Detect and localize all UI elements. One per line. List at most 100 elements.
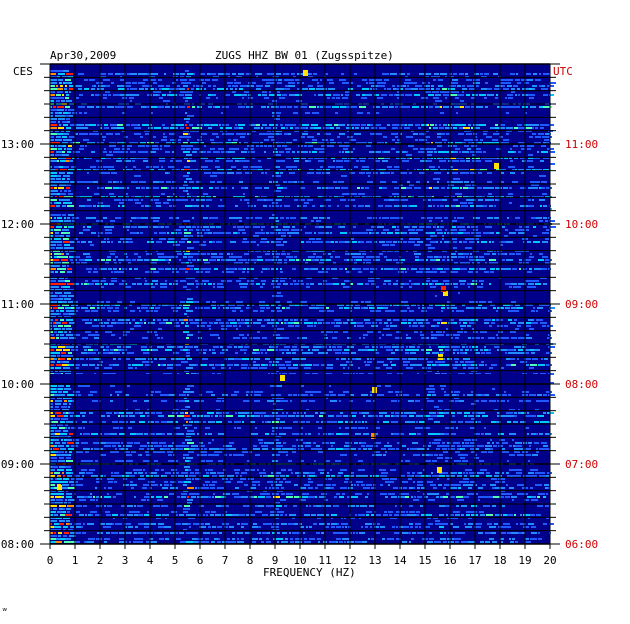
spectral-cell <box>167 88 169 90</box>
spectral-cell <box>233 232 237 234</box>
spectral-cell <box>147 73 149 75</box>
spectral-cell <box>161 256 166 258</box>
spectral-cell <box>122 145 125 147</box>
spectral-cell <box>136 364 143 366</box>
spectral-cell <box>411 268 417 270</box>
spectral-cell <box>387 124 390 126</box>
spectral-cell <box>481 241 487 243</box>
spectral-cell <box>429 442 431 444</box>
spectral-cell <box>531 97 534 99</box>
spectral-cell <box>271 283 276 285</box>
spectral-cell <box>445 127 452 129</box>
spectral-cell <box>127 187 129 189</box>
spectral-cell <box>266 199 273 201</box>
spectral-cell <box>59 298 63 300</box>
spectral-cell <box>331 322 335 324</box>
spectral-cell <box>528 199 531 201</box>
spectral-cell <box>50 421 52 423</box>
spectral-cell <box>513 421 518 423</box>
spectral-cell <box>543 283 547 285</box>
spectral-cell <box>351 400 353 402</box>
spectral-cell <box>50 298 52 300</box>
spectral-cell <box>152 259 158 261</box>
spectral-cell <box>170 139 176 141</box>
spectral-cell <box>294 160 299 162</box>
spectral-cell <box>155 307 160 309</box>
spectral-cell <box>185 124 187 126</box>
spectral-cell <box>104 445 111 447</box>
spectral-cell <box>187 442 194 444</box>
spectral-cell <box>203 217 208 219</box>
spectral-cell <box>302 88 308 90</box>
spectral-cell <box>425 142 430 144</box>
spectral-cell <box>447 181 451 183</box>
spectral-cell <box>107 238 109 240</box>
spectral-cell <box>212 172 219 174</box>
spectral-cell <box>109 142 116 144</box>
spectral-cell <box>120 151 123 153</box>
spectral-cell <box>463 127 466 129</box>
spectral-cell <box>62 442 66 444</box>
spectral-cell <box>263 205 267 207</box>
spectral-cell <box>492 442 494 444</box>
spectral-cell <box>276 418 280 420</box>
spectral-cell <box>60 433 67 435</box>
spectral-cell <box>172 271 174 273</box>
spectral-cell <box>195 280 198 282</box>
spectral-cell <box>311 304 315 306</box>
spectral-cell <box>449 319 454 321</box>
spectral-cell <box>546 364 552 366</box>
spectral-cell <box>173 409 179 411</box>
spectral-cell <box>546 391 552 393</box>
spectral-cell <box>457 181 463 183</box>
spectral-cell <box>313 217 318 219</box>
spectral-cell <box>548 346 555 348</box>
spectral-cell <box>471 127 473 129</box>
spectral-cell <box>140 415 145 417</box>
spectral-cell <box>351 124 356 126</box>
spectral-cell <box>278 304 281 306</box>
spectral-cell <box>166 85 170 87</box>
spectral-cell <box>428 391 435 393</box>
spectral-cell <box>187 385 194 387</box>
spectral-cell <box>66 319 73 321</box>
spectral-cell <box>67 394 74 396</box>
spectral-cell <box>129 268 132 270</box>
spectral-cell <box>193 322 199 324</box>
spectral-cell <box>50 70 57 72</box>
spectral-cell <box>232 91 236 93</box>
spectral-cell <box>506 133 509 135</box>
spectral-cell <box>89 79 95 81</box>
spectral-cell <box>236 133 242 135</box>
spectral-cell <box>64 295 67 297</box>
spectral-cell <box>429 187 432 189</box>
spectral-cell <box>506 259 513 261</box>
spectral-cell <box>530 106 532 108</box>
spectral-cell <box>532 199 534 201</box>
spectral-cell <box>500 79 506 81</box>
spectral-cell <box>203 157 208 159</box>
spectral-cell <box>115 133 120 135</box>
spectral-cell <box>187 391 194 393</box>
spectral-cell <box>258 439 263 441</box>
spectral-cell <box>377 82 382 84</box>
spectral-cell <box>184 415 190 417</box>
spectral-cell <box>514 346 521 348</box>
spectral-cell <box>230 307 235 309</box>
spectral-cell <box>136 433 143 435</box>
spectral-cell <box>110 433 117 435</box>
spectral-cell <box>271 319 276 321</box>
spectral-cell <box>335 187 340 189</box>
spectral-cell <box>479 364 484 366</box>
spectral-cell <box>495 187 502 189</box>
spectral-cell <box>156 412 162 414</box>
spectral-cell <box>481 400 487 402</box>
spectral-cell <box>350 283 353 285</box>
spectral-cell <box>445 205 449 207</box>
spectral-cell <box>396 280 398 282</box>
spectral-cell <box>429 412 436 414</box>
spectral-cell <box>390 310 395 312</box>
spectral-cell <box>56 85 58 87</box>
spectral-cell <box>70 259 73 261</box>
spectral-cell <box>207 325 211 327</box>
